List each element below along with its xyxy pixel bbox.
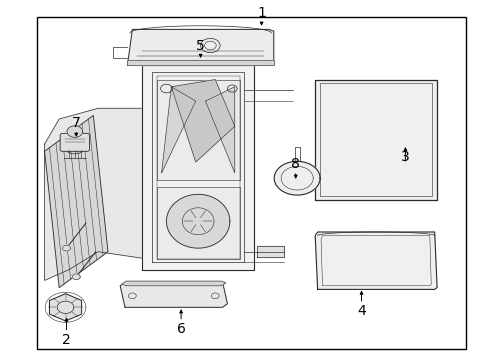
Bar [37, 17, 466, 348]
Polygon shape [315, 80, 436, 200]
Text: 7: 7 [72, 116, 81, 130]
Polygon shape [161, 87, 195, 173]
Circle shape [62, 245, 70, 251]
Polygon shape [127, 30, 273, 65]
Text: 1: 1 [257, 6, 265, 20]
Text: 3: 3 [400, 150, 409, 164]
Polygon shape [44, 108, 244, 280]
Polygon shape [127, 60, 273, 65]
Polygon shape [120, 282, 227, 307]
Circle shape [67, 126, 82, 137]
Polygon shape [315, 232, 436, 289]
FancyBboxPatch shape [60, 134, 89, 151]
Polygon shape [256, 246, 283, 257]
Polygon shape [44, 116, 108, 288]
Polygon shape [49, 294, 81, 321]
Polygon shape [157, 80, 239, 180]
Polygon shape [142, 65, 254, 270]
Text: 6: 6 [176, 322, 185, 336]
Polygon shape [166, 194, 229, 248]
Polygon shape [157, 187, 239, 259]
Polygon shape [171, 80, 234, 162]
Text: 2: 2 [62, 333, 71, 347]
Text: 4: 4 [356, 304, 365, 318]
Polygon shape [274, 161, 320, 195]
Polygon shape [122, 281, 225, 286]
Circle shape [72, 274, 80, 280]
Text: 5: 5 [196, 39, 204, 53]
Text: 8: 8 [291, 157, 300, 171]
Polygon shape [205, 87, 234, 173]
